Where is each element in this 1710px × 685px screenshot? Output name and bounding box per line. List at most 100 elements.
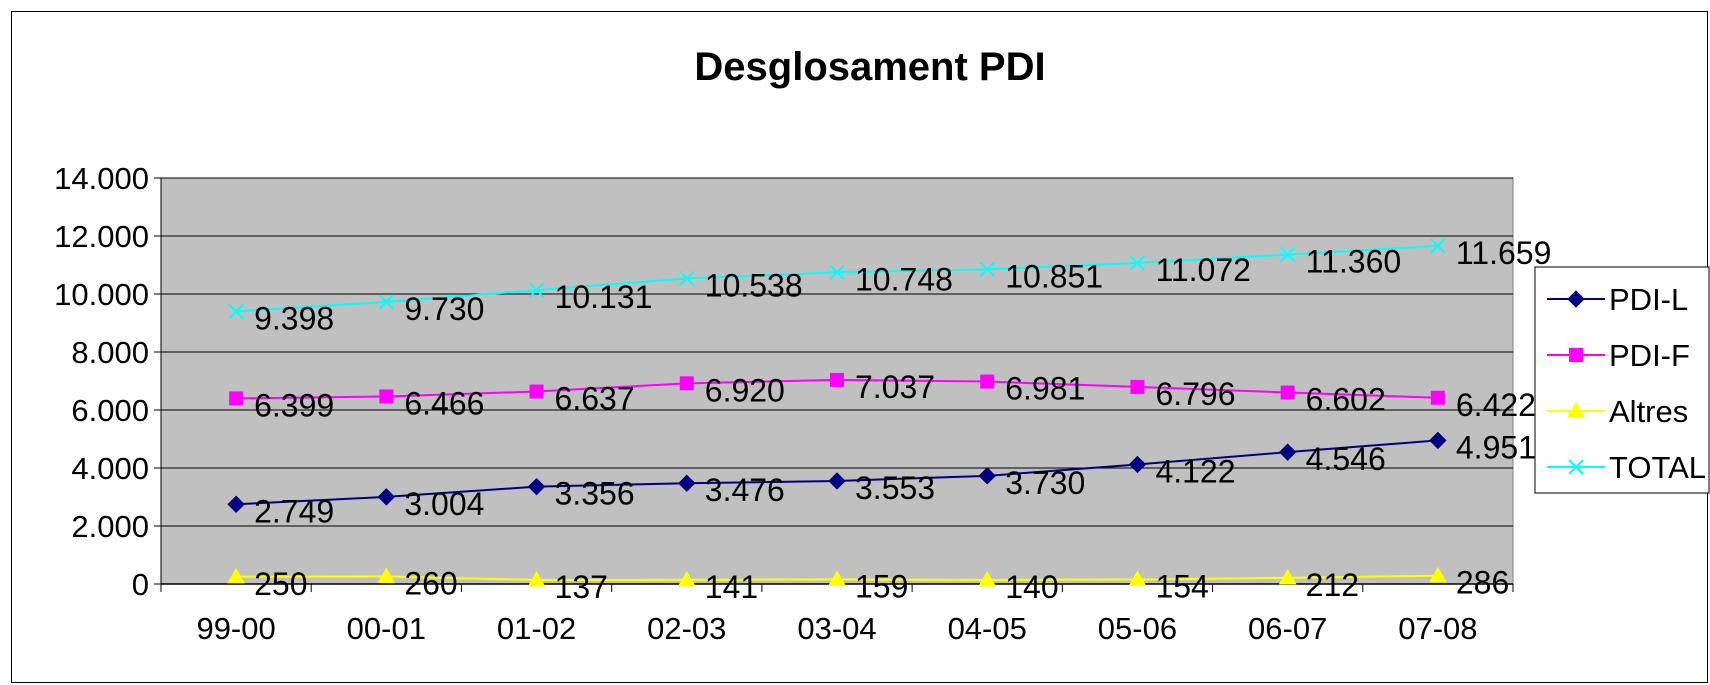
legend-item-altres: Altres — [1547, 394, 1688, 429]
legend-marker — [1567, 290, 1585, 308]
data-label: 10.538 — [705, 267, 803, 303]
data-point — [229, 391, 244, 406]
data-label: 11.659 — [1456, 235, 1552, 271]
legend-item-pdi-l: PDI-L — [1547, 282, 1688, 317]
data-point — [528, 282, 545, 298]
data-label: 6.602 — [1306, 382, 1386, 418]
x-tick-label: 06-07 — [1248, 611, 1327, 646]
x-tick-label: 00-01 — [347, 611, 426, 646]
data-label: 6.796 — [1155, 376, 1235, 412]
data-point — [677, 570, 696, 587]
data-label: 6.637 — [555, 381, 635, 417]
data-label: 6.422 — [1456, 387, 1536, 423]
data-label: 140 — [1005, 569, 1058, 605]
y-tick-label: 0 — [132, 567, 149, 602]
data-label: 10.131 — [555, 279, 653, 315]
data-point — [1429, 566, 1447, 583]
data-label: 11.360 — [1306, 244, 1402, 280]
data-label: 154 — [1155, 569, 1208, 605]
data-point — [527, 571, 546, 587]
axes: 0 2.000 4.000 6.000 8.000 10.000 12.000 14.000 9… — [54, 161, 1514, 646]
legend-marker — [1568, 459, 1584, 475]
series-pdi-l — [227, 431, 1447, 513]
data-label: 6.399 — [254, 387, 334, 423]
y-tick-label: 6.000 — [71, 393, 149, 428]
data-point — [978, 570, 997, 587]
data-label: 141 — [705, 569, 758, 605]
data-point — [529, 384, 544, 399]
series-pdi-f — [229, 372, 1445, 406]
data-point — [377, 488, 396, 506]
data-label: 6.981 — [1005, 371, 1085, 407]
data-point — [1278, 443, 1297, 461]
legend-marker — [1567, 401, 1585, 418]
data-point — [377, 567, 396, 583]
data-point — [227, 495, 245, 513]
legend-item-pdi-f: PDI-F — [1547, 338, 1690, 373]
data-label: 250 — [254, 566, 307, 602]
data-point — [1278, 568, 1297, 585]
data-label: 10.748 — [855, 261, 953, 297]
y-tick-label: 10.000 — [54, 277, 149, 312]
data-point — [378, 294, 395, 310]
data-point — [1128, 455, 1147, 474]
series-altres — [227, 566, 1447, 587]
legend-label: TOTAL — [1609, 450, 1706, 485]
legend: PDI-L PDI-F Altres TOTAL — [1534, 266, 1710, 494]
data-label: 4.122 — [1155, 453, 1235, 489]
y-tick-label: 12.000 — [54, 219, 149, 254]
x-tick-label: 01-02 — [497, 611, 576, 646]
data-label: 212 — [1306, 567, 1359, 603]
data-point — [228, 303, 244, 320]
x-tick-label: 03-04 — [797, 611, 876, 646]
data-point — [527, 477, 546, 496]
data-label: 9.398 — [254, 300, 334, 336]
legend-marker — [1569, 348, 1583, 362]
data-point — [678, 474, 696, 492]
data-label: 11.072 — [1155, 252, 1251, 288]
data-label: 3.004 — [404, 486, 484, 522]
data-label: 159 — [855, 568, 908, 604]
data-point — [829, 264, 845, 281]
data-label: 3.476 — [705, 472, 785, 508]
data-point — [1430, 238, 1446, 254]
legend-label: PDI-L — [1609, 282, 1688, 317]
y-tick-label: 14.000 — [54, 161, 149, 196]
data-label: 4.951 — [1456, 429, 1536, 465]
data-label: 4.546 — [1306, 441, 1386, 477]
data-point — [828, 472, 846, 490]
data-label: 286 — [1456, 565, 1509, 601]
data-point — [1129, 255, 1146, 271]
data-point — [1130, 379, 1145, 394]
x-tick-label: 05-06 — [1098, 611, 1177, 646]
x-tick-label: 02-03 — [647, 611, 726, 646]
data-labels: 2.749 3.004 3.356 3.476 3.553 3.730 4.122 4.546… — [254, 235, 1551, 605]
y-tick-label: 8.000 — [71, 335, 149, 370]
data-label: 10.851 — [1005, 258, 1103, 294]
data-point — [379, 389, 394, 404]
data-point — [1279, 246, 1296, 263]
x-tick-label: 99-00 — [196, 611, 275, 646]
data-point — [830, 372, 844, 387]
data-label: 9.730 — [404, 291, 484, 327]
legend-item-total: TOTAL — [1547, 450, 1706, 485]
data-label: 3.356 — [555, 476, 635, 512]
data-point — [980, 374, 995, 389]
data-label: 6.466 — [404, 385, 484, 421]
data-point — [1430, 390, 1445, 405]
legend-label: Altres — [1609, 394, 1688, 429]
data-label: 2.749 — [254, 493, 334, 529]
data-label: 260 — [404, 565, 457, 601]
data-point — [679, 270, 695, 287]
series-total — [228, 238, 1446, 320]
chart-title: Desglosament PDI — [694, 45, 1045, 89]
x-tick-label: 04-05 — [948, 611, 1027, 646]
y-tick-label: 2.000 — [71, 509, 149, 544]
series-layer — [227, 238, 1447, 587]
data-label: 7.037 — [855, 369, 935, 405]
y-tick-label: 4.000 — [71, 451, 149, 486]
legend-box — [1534, 266, 1710, 494]
data-label: 137 — [555, 569, 608, 605]
data-label: 3.730 — [1005, 465, 1085, 501]
